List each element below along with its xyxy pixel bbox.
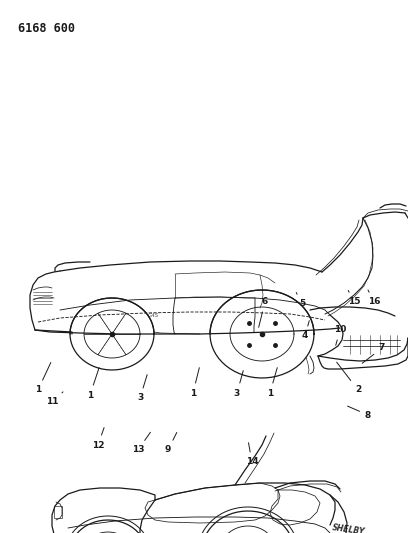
Text: 16: 16 (368, 290, 380, 306)
Text: 9: 9 (165, 432, 177, 455)
Text: 11: 11 (46, 392, 63, 407)
Text: 3: 3 (137, 375, 147, 402)
Text: 14: 14 (246, 443, 258, 466)
Text: 3: 3 (234, 370, 243, 398)
Text: 12: 12 (92, 427, 104, 449)
Text: 1: 1 (87, 368, 99, 400)
Text: 2: 2 (337, 362, 361, 394)
Text: 1: 1 (35, 362, 51, 394)
Text: 10: 10 (334, 326, 346, 345)
Text: G4S: G4S (148, 313, 159, 318)
Text: 5: 5 (296, 293, 305, 309)
Text: 13: 13 (132, 432, 151, 455)
Text: 1: 1 (190, 368, 200, 398)
Text: SHELBY: SHELBY (332, 523, 366, 533)
Text: 6168 600: 6168 600 (18, 22, 75, 35)
Text: 4: 4 (302, 321, 309, 341)
Text: 1: 1 (267, 368, 277, 398)
Text: 15: 15 (348, 290, 360, 306)
Text: 7: 7 (362, 343, 385, 364)
Text: 6: 6 (259, 297, 268, 327)
Text: 8: 8 (348, 406, 371, 419)
